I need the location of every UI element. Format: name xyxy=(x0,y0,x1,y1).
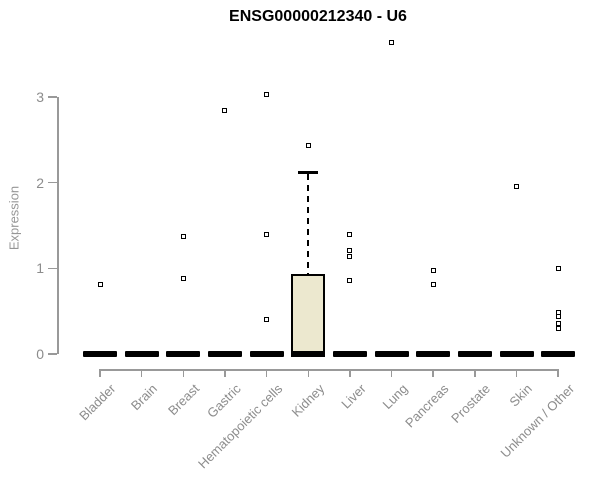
outlier-point xyxy=(514,183,519,189)
outlier-point xyxy=(389,39,395,45)
median-bar xyxy=(291,351,326,357)
whisker-cap xyxy=(298,171,319,174)
whisker-line xyxy=(307,173,310,274)
x-axis-line xyxy=(99,369,560,371)
median-bar xyxy=(416,351,451,357)
category-label: Unknown / Other xyxy=(497,381,577,461)
category-label: Skin xyxy=(506,381,536,410)
median-bar xyxy=(332,351,367,357)
x-axis-tick xyxy=(349,369,351,377)
y-axis-tick xyxy=(48,353,57,355)
x-axis-tick xyxy=(265,369,268,377)
outlier-point xyxy=(97,282,103,288)
y-axis-tick xyxy=(48,96,57,98)
x-axis-tick xyxy=(140,369,143,377)
x-axis-tick xyxy=(432,369,434,377)
outlier-point xyxy=(347,232,353,238)
y-tick-label: 0 xyxy=(36,346,44,362)
y-tick-label: 2 xyxy=(36,174,44,191)
outlier-point xyxy=(264,317,270,323)
outlier-point xyxy=(347,253,353,259)
outlier-point xyxy=(555,325,561,331)
category-label: Bladder xyxy=(76,381,119,424)
y-axis-label: Expression xyxy=(6,185,22,251)
outlier-point xyxy=(555,265,561,271)
median-bar xyxy=(457,351,492,357)
y-tick-label: 3 xyxy=(36,88,44,105)
category-label: Breast xyxy=(164,381,202,419)
outlier-point xyxy=(264,91,270,97)
chart-title: ENSG00000212340 - U6 xyxy=(229,8,407,25)
median-bar xyxy=(83,351,117,357)
outlier-point xyxy=(305,143,311,149)
outlier-point xyxy=(347,247,353,253)
median-bar xyxy=(166,351,201,357)
y-axis-tick xyxy=(48,181,57,184)
outlier-point xyxy=(264,232,270,238)
category-label: Kidney xyxy=(288,381,327,420)
outlier-point xyxy=(430,282,436,288)
outlier-point xyxy=(555,320,561,326)
median-bar xyxy=(207,351,242,357)
outlier-point xyxy=(430,268,436,274)
category-label: Lung xyxy=(379,381,411,413)
y-axis-tick xyxy=(48,267,57,270)
outlier-point xyxy=(180,276,186,282)
median-bar xyxy=(249,351,284,357)
category-label: Brain xyxy=(128,381,161,414)
median-bar xyxy=(499,351,534,357)
category-label: Liver xyxy=(337,381,369,412)
x-axis-tick xyxy=(99,369,101,377)
outlier-point xyxy=(222,108,228,114)
x-axis-tick xyxy=(557,369,559,377)
x-axis-tick xyxy=(182,369,185,377)
y-tick-label: 1 xyxy=(36,260,44,277)
x-axis-tick xyxy=(307,369,309,377)
category-label: Pancreas xyxy=(402,381,452,431)
outlier-point xyxy=(347,277,353,283)
y-axis-line xyxy=(57,96,59,354)
x-axis-tick xyxy=(474,369,476,377)
median-bar xyxy=(541,351,576,357)
median-bar xyxy=(124,351,159,357)
x-axis-tick xyxy=(224,369,226,377)
median-bar xyxy=(374,351,409,357)
category-label: Prostate xyxy=(448,381,494,426)
outlier-point xyxy=(180,234,186,240)
category-label: Gastric xyxy=(203,381,244,421)
outlier-point xyxy=(555,313,561,319)
x-axis-tick xyxy=(390,369,393,377)
x-axis-tick xyxy=(515,369,518,377)
box xyxy=(291,274,326,357)
